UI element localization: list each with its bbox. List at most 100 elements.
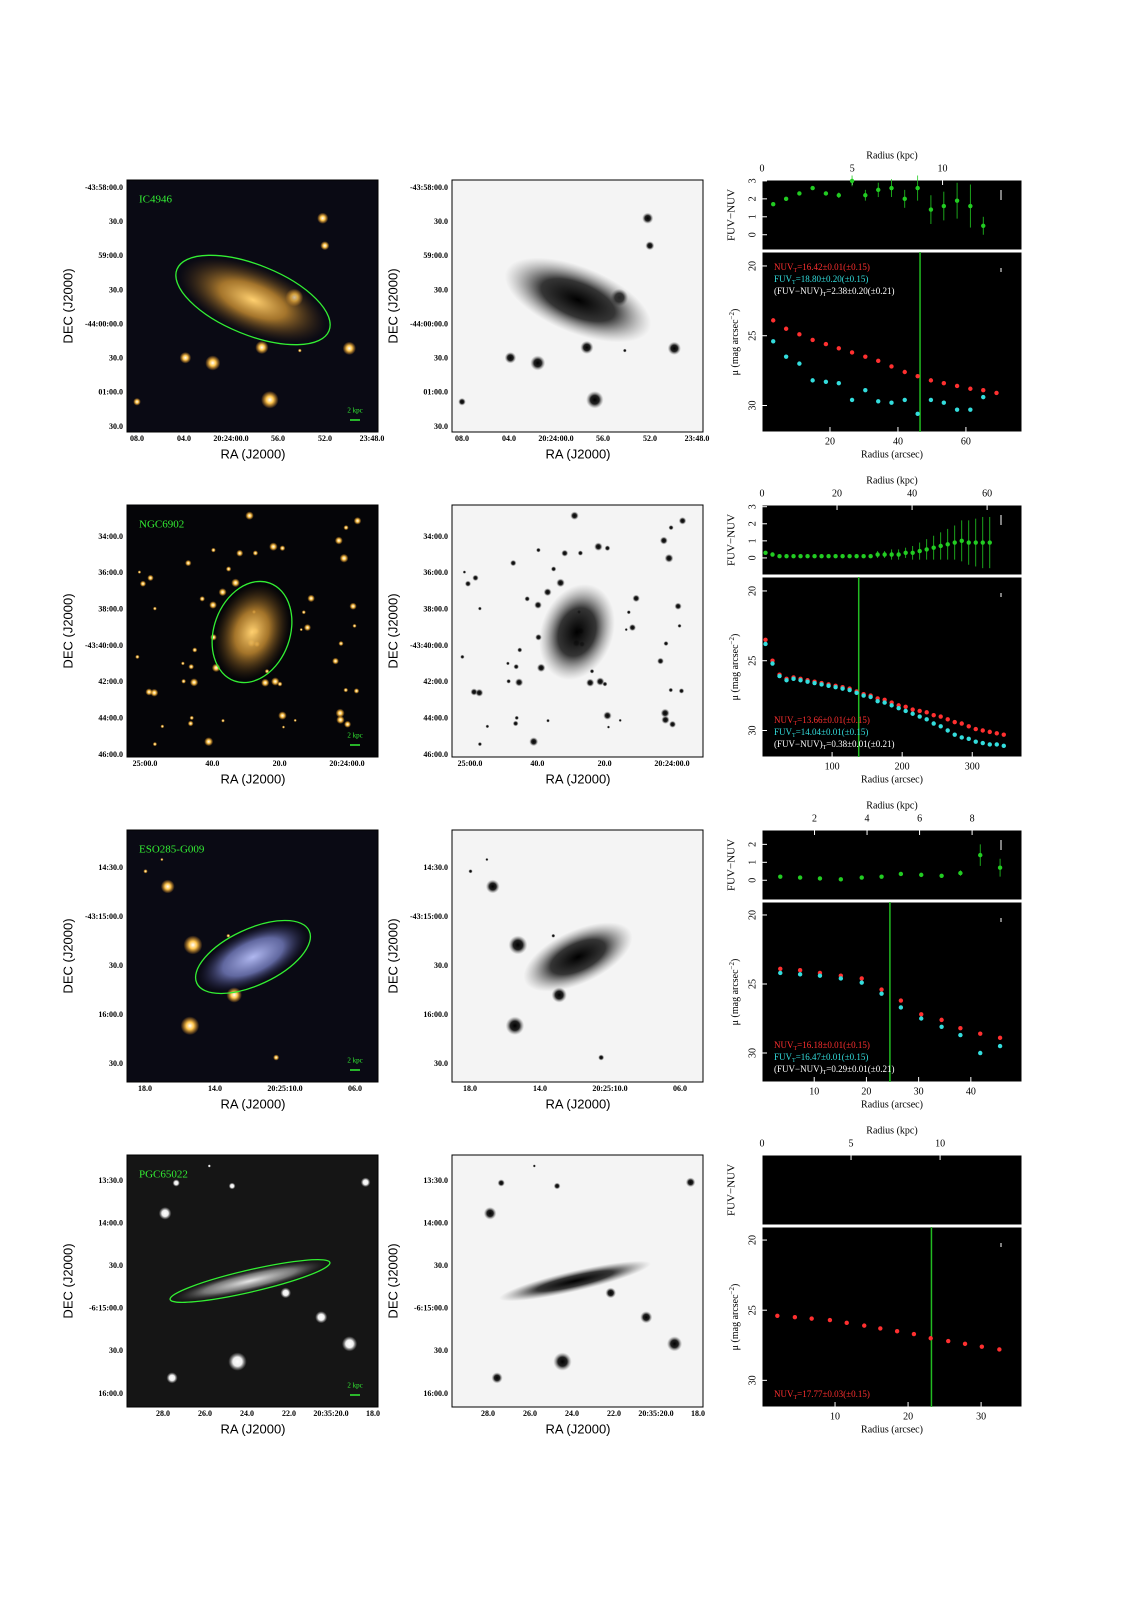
data-point <box>810 337 815 343</box>
image-frame <box>126 829 379 1083</box>
star <box>556 578 565 588</box>
x-axis-label: Radius (arcsec) <box>861 1099 923 1110</box>
star <box>172 1179 180 1187</box>
color-panel <box>761 504 1023 576</box>
kpc-tick-label: 8 <box>970 813 975 824</box>
data-point <box>763 641 768 647</box>
star <box>342 341 356 356</box>
kpc-tick-label: 20 <box>832 488 842 499</box>
star <box>273 1054 280 1061</box>
star <box>506 678 512 684</box>
color-image: PGC65022 2 kpc <box>126 1154 379 1408</box>
galaxy-name: ESO285-G009 <box>139 844 205 856</box>
star <box>205 355 221 371</box>
data-point <box>833 685 838 690</box>
aperture-ellipse <box>169 1259 331 1303</box>
x-tick-label: 20 <box>903 1411 913 1422</box>
kpc-tick-label: 5 <box>849 1138 854 1149</box>
data-point <box>840 554 845 559</box>
data-point <box>958 1032 963 1038</box>
data-point <box>819 554 824 559</box>
data-point <box>968 203 973 209</box>
kpc-tick-label: 0 <box>760 1138 765 1149</box>
star <box>550 566 557 572</box>
y-axis-label: DEC (J2000) <box>60 918 75 993</box>
mu-axis-label-part: μ (mag arcsec <box>730 319 741 375</box>
star <box>252 550 259 556</box>
star <box>228 1182 236 1190</box>
data-point <box>997 865 1003 870</box>
star <box>514 678 524 687</box>
top-axis-label: Radius (kpc) <box>866 475 917 486</box>
mu-panel <box>761 576 1023 758</box>
data-point <box>889 703 894 708</box>
galaxy <box>174 1260 326 1302</box>
legend-value: =14.04±0.01(±0.15) <box>796 727 869 737</box>
data-point <box>862 1323 867 1328</box>
star <box>530 355 546 371</box>
data-point <box>962 1341 968 1347</box>
legend-entry: FUVT=14.04±0.01(±0.15) <box>774 727 868 739</box>
dec-tick-label: 14:00.0 <box>423 1218 448 1227</box>
star <box>255 340 269 355</box>
data-point <box>771 339 776 344</box>
data-point <box>924 547 929 552</box>
star <box>669 720 677 728</box>
legend-value: =0.38±0.01(±0.21) <box>826 739 894 749</box>
star <box>663 640 669 647</box>
legend-value: =13.66±0.01(±0.15) <box>797 715 870 725</box>
greyscale-image <box>451 1154 704 1408</box>
data-point <box>836 380 842 386</box>
legend-subscript: T <box>794 1395 798 1401</box>
data-point <box>946 1338 951 1344</box>
x-tick-label: 100 <box>825 761 840 772</box>
x-axis-label: RA (J2000) <box>545 771 610 786</box>
star <box>209 601 217 609</box>
star <box>279 545 286 552</box>
data-point <box>863 354 868 359</box>
data-point <box>903 550 908 556</box>
data-point <box>882 700 887 705</box>
data-point <box>812 554 817 559</box>
data-point <box>959 538 964 544</box>
data-point <box>910 711 915 716</box>
data-point <box>973 739 978 744</box>
x-tick-label: 30 <box>914 1086 924 1097</box>
legend-label: (FUV−NUV) <box>774 739 823 749</box>
ra-tick-label: 28.0 <box>481 1409 495 1418</box>
star <box>189 715 194 721</box>
kpc-tick-label: 0 <box>760 488 765 499</box>
star <box>536 663 546 673</box>
dec-tick-label: 36:00.0 <box>98 568 123 577</box>
mu-axis-label-part: μ (mag arcsec <box>730 644 741 700</box>
data-point <box>896 552 901 557</box>
dec-tick-label: 30.0 <box>109 217 123 226</box>
data-point <box>915 411 920 417</box>
star <box>624 627 628 632</box>
data-point <box>875 552 880 557</box>
ra-tick-label: 20:24:00.0 <box>213 434 248 443</box>
star <box>349 602 357 610</box>
dec-tick-label: 14:30.0 <box>98 863 123 872</box>
data-point <box>854 554 859 559</box>
data-point <box>997 1035 1003 1041</box>
legend-value: =2.38±0.20(±0.21) <box>826 286 894 296</box>
star <box>510 559 517 567</box>
dec-tick-label: 30.0 <box>434 217 448 226</box>
star <box>133 397 141 406</box>
star <box>485 879 500 894</box>
data-point <box>797 191 802 196</box>
star <box>261 390 279 409</box>
data-point <box>919 1016 924 1021</box>
data-point <box>917 548 922 554</box>
data-point <box>836 346 842 351</box>
color-image: ESO285-G009 2 kpc <box>126 829 379 1083</box>
data-point <box>812 680 817 686</box>
data-point <box>797 361 802 366</box>
galaxy <box>499 1260 651 1302</box>
dec-tick-label: 38:00.0 <box>423 604 448 613</box>
x-axis-label: RA (J2000) <box>545 446 610 461</box>
dec-tick-label: -43:15:00.0 <box>410 912 448 921</box>
data-point <box>973 726 978 732</box>
data-point <box>791 554 796 559</box>
